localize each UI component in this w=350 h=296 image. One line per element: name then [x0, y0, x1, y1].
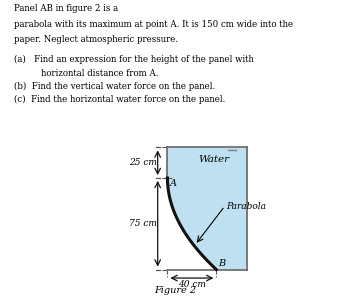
Text: (a)   Find an expression for the height of the panel with: (a) Find an expression for the height of…	[14, 55, 254, 64]
Polygon shape	[167, 147, 247, 270]
Text: (b)  Find the vertical water force on the panel.: (b) Find the vertical water force on the…	[14, 81, 215, 91]
Text: B: B	[218, 259, 225, 268]
Text: (c)  Find the horizontal water force on the panel.: (c) Find the horizontal water force on t…	[14, 94, 225, 104]
Text: 75 cm: 75 cm	[128, 219, 156, 228]
Text: 25 cm: 25 cm	[128, 158, 156, 167]
Text: Figure 2: Figure 2	[154, 286, 196, 295]
Text: 40 cm: 40 cm	[178, 280, 206, 289]
Text: paper. Neglect atmospheric pressure.: paper. Neglect atmospheric pressure.	[14, 35, 178, 44]
Text: Panel AB in figure 2 is a: Panel AB in figure 2 is a	[14, 4, 118, 13]
Text: A: A	[169, 179, 176, 188]
Text: Water: Water	[198, 155, 229, 164]
Text: Parabola: Parabola	[226, 202, 266, 210]
Text: parabola with its maximum at point A. It is 150 cm wide into the: parabola with its maximum at point A. It…	[14, 20, 293, 29]
Text: horizontal distance from A.: horizontal distance from A.	[19, 69, 159, 78]
